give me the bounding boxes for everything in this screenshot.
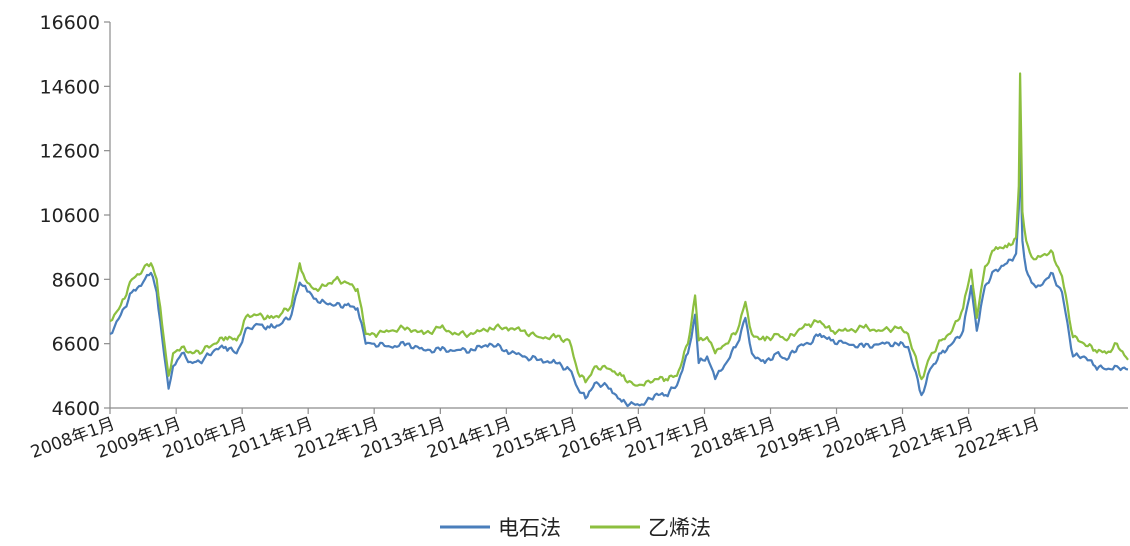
x-axis-ticks: 2008年1月2009年1月2010年1月2011年1月2012年1月2013年… <box>28 408 1042 463</box>
legend-label-0: 电石法 <box>498 516 561 540</box>
legend-label-1: 乙烯法 <box>648 516 711 540</box>
y-tick-label: 10600 <box>40 205 100 227</box>
y-axis-ticks: 4600 6600 8600 10600 12600 14600 16600 <box>40 12 110 420</box>
y-tick-label: 14600 <box>40 76 100 98</box>
y-tick-label: 8600 <box>52 269 100 291</box>
y-tick-label: 6600 <box>52 334 100 356</box>
axes <box>109 22 1128 409</box>
y-tick-label: 12600 <box>40 141 100 163</box>
y-tick-label: 16600 <box>40 12 100 34</box>
legend: 电石法 乙烯法 <box>440 516 711 540</box>
series-lines <box>109 72 1129 408</box>
series-line-1 <box>109 72 1129 387</box>
series-line-0 <box>109 149 1129 408</box>
y-tick-label: 4600 <box>52 398 100 420</box>
